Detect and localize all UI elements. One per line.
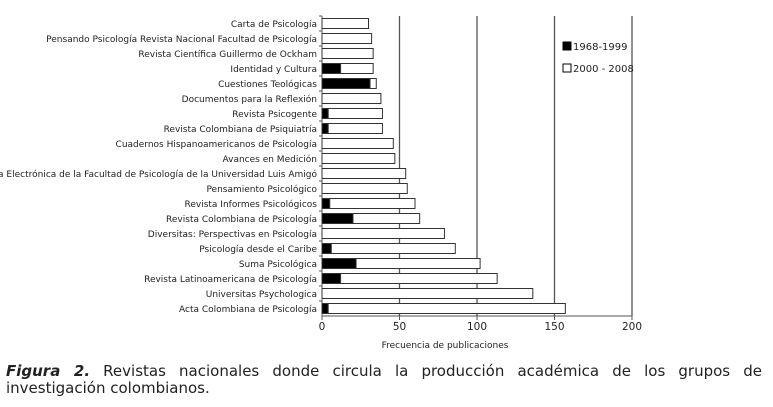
legend-label: 1968-1999 [573,42,628,53]
category-label: Revista Electrónica de la Facultad de Ps… [0,169,317,180]
bar-1968-1999 [321,123,329,134]
category-label: Revista Colombiana de Psicología [166,215,317,225]
bar-2000-2008 [321,48,374,59]
category-label: Revista Informes Psicológicos [184,199,317,210]
category-label: Pensamiento Psicológico [206,184,317,195]
legend-swatch [562,41,572,51]
bar-1968-1999 [321,108,329,119]
bar-2000-2008 [321,93,382,104]
bar-chart: 0 50 100 150 200 Carta de Psicología Pensando … [0,15,642,351]
bar-2000-2008 [321,183,408,194]
category-label: Psicología desde el Caribe [199,245,317,255]
category-label: Avances en Medición [223,154,318,165]
bar-2000-2008 [321,33,373,44]
category-label: Revista Colombiana de Psiquiatría [164,125,317,135]
caption-text: Revistas nacionales donde circula la pro… [6,362,762,397]
category-label: Diversitas: Perspectivas en Psicología [148,230,317,240]
bar-2000-2008 [340,273,498,284]
x-tick-label: 0 [319,321,326,333]
bar-2000-2008 [369,78,377,89]
category-label: Cuadernos Hispanoamericanos de Psicologí… [116,140,317,150]
legend-label: 2000 - 2008 [573,64,634,75]
category-label: Revista Científica Guillermo de Ockham [138,50,317,60]
category-label: Suma Psicológica [239,259,317,270]
category-label: Identidad y Cultura [230,65,317,75]
category-label: Revista Psicogente [232,110,317,120]
figure-caption: Figura 2. Revistas nacionales donde circ… [6,363,762,397]
x-tick-label: 100 [467,321,487,333]
bar-2000-2008 [329,198,416,209]
category-label: Revista Latinoamericana de Psicología [144,275,317,285]
bar-1968-1999 [321,213,354,224]
x-tick-label: 200 [622,321,642,333]
category-label: Documentos para la Reflexión [182,94,317,105]
category-label: Universitas Psychologica [206,290,317,300]
bar-1968-1999 [321,303,329,314]
bar-2000-2008 [355,258,481,269]
x-tick-label: 50 [393,321,406,333]
bar-2000-2008 [327,108,383,119]
bar-2000-2008 [321,138,394,149]
bar-1968-1999 [321,258,357,269]
bar-2000-2008 [321,153,396,164]
bar-2000-2008 [321,18,369,29]
bar-1968-1999 [321,273,342,284]
bar-1968-1999 [321,63,342,74]
bar-2000-2008 [327,123,383,134]
bar-1968-1999 [321,198,331,209]
bar-2000-2008 [321,228,445,239]
category-label: Acta Colombiana de Psicología [179,305,317,315]
bar-2000-2008 [327,303,566,314]
category-label: Cuestiones Teológicas [218,79,317,90]
bar-2000-2008 [321,288,534,299]
bar-1968-1999 [321,78,371,89]
category-label: Carta de Psicología [231,20,317,30]
caption-label: Figura 2. [6,362,91,380]
x-tick-label: 150 [544,321,564,333]
legend-swatch [562,63,572,73]
bar-2000-2008 [321,168,407,179]
category-label: Pensando Psicología Revista Nacional Fac… [46,35,317,45]
bar-2000-2008 [330,243,456,254]
bar-1968-1999 [321,243,332,254]
bar-2000-2008 [340,63,374,74]
bar-2000-2008 [352,213,421,224]
x-axis-title: Frecuencia de publicaciones [382,341,509,351]
